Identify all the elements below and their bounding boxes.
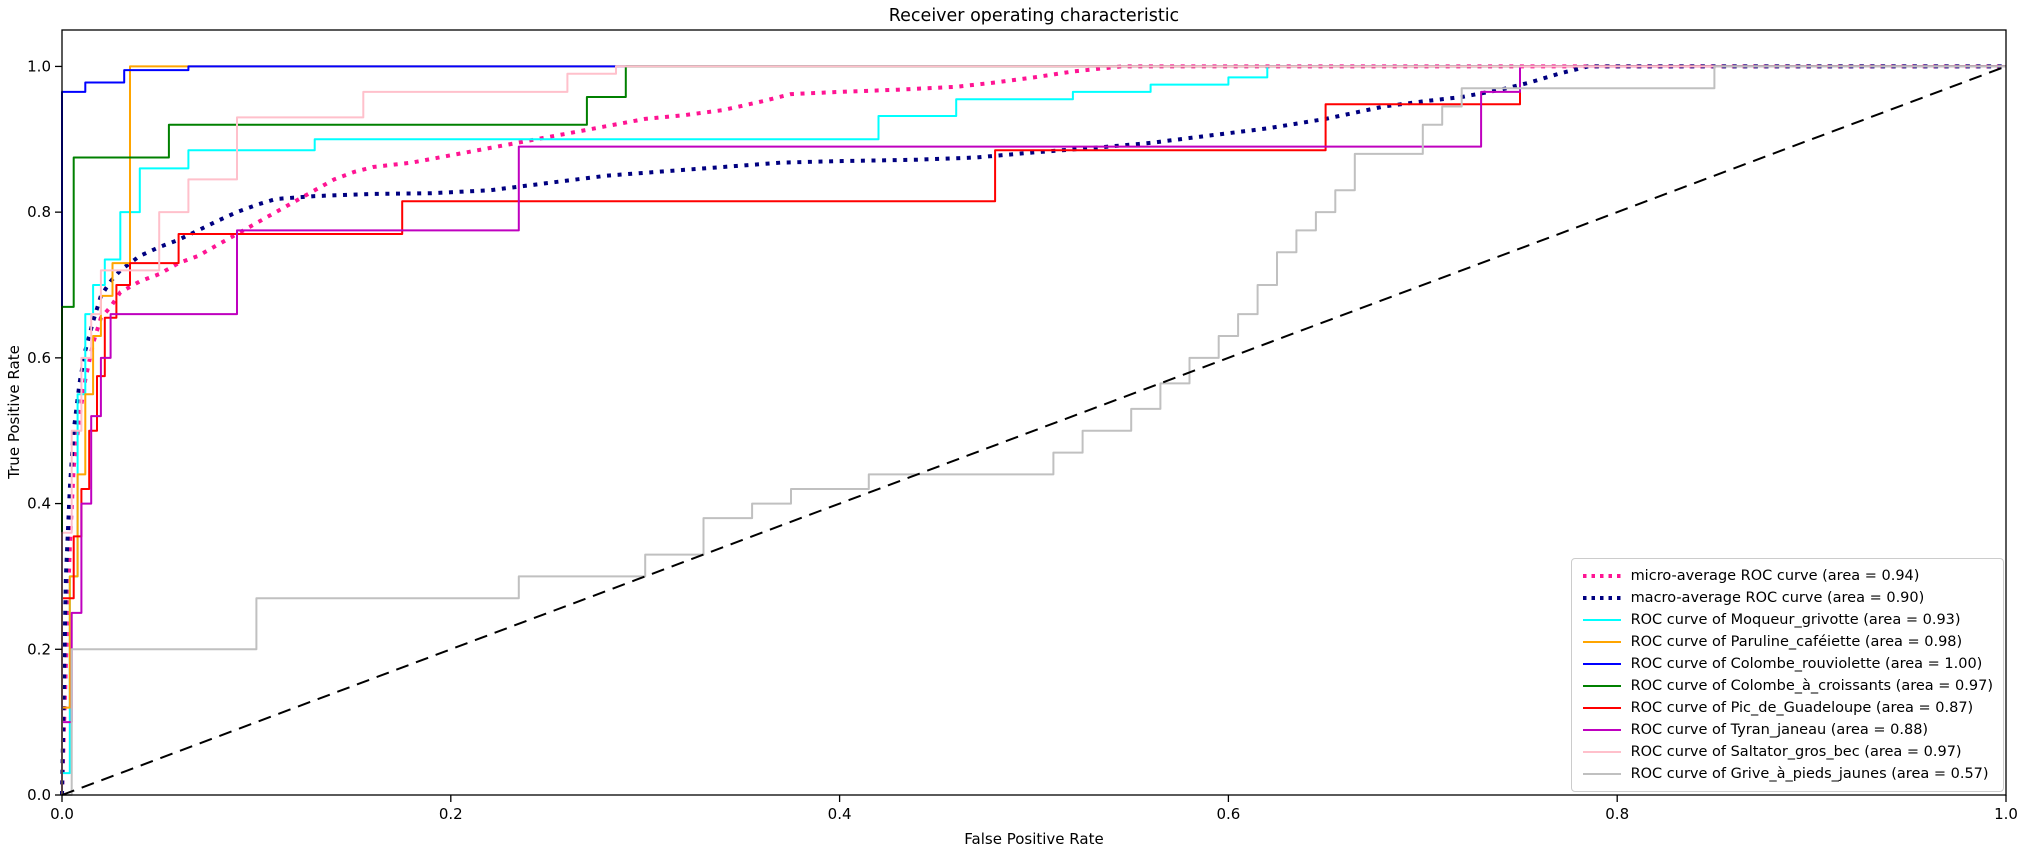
legend-entry: micro-average ROC curve (area = 0.94) [1582, 565, 1993, 587]
legend-line-sample [1582, 751, 1621, 753]
y-tick-label: 0.0 [27, 786, 51, 804]
series-micro-average [60, 64, 2006, 796]
x-tick-label: 0.2 [439, 805, 463, 823]
legend-entry: ROC curve of Moqueur_grivotte (area = 0.… [1582, 609, 1993, 631]
legend-label: ROC curve of Grive_à_pieds_jaunes (area … [1630, 766, 1989, 782]
x-tick-label: 1.0 [1994, 805, 2018, 823]
series-grive-a-pieds-jaunes [62, 65, 2006, 796]
legend-line-sample [1582, 685, 1621, 687]
legend-label: ROC curve of Colombe_à_croissants (area … [1630, 678, 1993, 694]
y-axis-label: True Positive Rate [5, 345, 23, 479]
legend: micro-average ROC curve (area = 0.94) mac… [1570, 558, 2004, 792]
legend-line-sample [1582, 707, 1621, 709]
legend-label: ROC curve of Paruline_caféiette (area = … [1630, 634, 1963, 650]
series-tyran-janeau [61, 65, 2006, 795]
x-tick-label: 0.6 [1216, 805, 1240, 823]
legend-line-sample [1582, 596, 1621, 600]
x-axis-label: False Positive Rate [964, 830, 1104, 848]
legend-entry: ROC curve of Pic_de_Guadeloupe (area = 0… [1582, 697, 1993, 719]
legend-label: ROC curve of Moqueur_grivotte (area = 0.… [1630, 612, 1961, 628]
legend-entry: ROC curve of Saltator_gros_bec (area = 0… [1582, 741, 1993, 763]
x-tick-label: 0.8 [1605, 805, 1629, 823]
series-moqueur-grivotte [61, 65, 2006, 795]
legend-entry: ROC curve of Colombe_à_croissants (area … [1582, 675, 1993, 697]
legend-label: ROC curve of Pic_de_Guadeloupe (area = 0… [1630, 700, 1974, 716]
legend-label: micro-average ROC curve (area = 0.94) [1630, 568, 1920, 584]
y-tick-label: 0.2 [27, 640, 51, 658]
legend-label: ROC curve of Tyran_janeau (area = 0.88) [1630, 722, 1929, 738]
legend-line-sample [1582, 641, 1621, 643]
legend-entry: ROC curve of Tyran_janeau (area = 0.88) [1582, 719, 1993, 741]
legend-entry: ROC curve of Colombe_rouviolette (area =… [1582, 653, 1993, 675]
legend-label: ROC curve of Saltator_gros_bec (area = 0… [1630, 744, 1962, 760]
legend-entry: ROC curve of Grive_à_pieds_jaunes (area … [1582, 763, 1993, 785]
chart-title: Receiver operating characteristic [888, 6, 1180, 26]
axes-frame [61, 29, 2007, 796]
y-tick-label: 0.8 [27, 203, 51, 221]
legend-line-sample [1582, 773, 1621, 775]
series-chance-diagonal [61, 65, 2007, 796]
legend-line-sample [1582, 729, 1621, 731]
y-tick-label: 1.0 [27, 57, 51, 75]
legend-entry: ROC curve of Paruline_caféiette (area = … [1582, 631, 1993, 653]
series-saltator-gros-bec [61, 65, 2006, 795]
legend-line-sample [1582, 619, 1621, 621]
legend-line-sample [1582, 574, 1621, 578]
legend-label: ROC curve of Colombe_rouviolette (area =… [1630, 656, 1983, 672]
legend-line-sample [1582, 663, 1621, 665]
x-tick-label: 0.0 [50, 805, 74, 823]
series-colombe-rouviolette [61, 65, 2006, 795]
y-tick-label: 0.4 [27, 495, 51, 513]
x-tick-label: 0.4 [828, 805, 852, 823]
legend-label: macro-average ROC curve (area = 0.90) [1630, 590, 1925, 606]
legend-entry: macro-average ROC curve (area = 0.90) [1582, 587, 1993, 609]
y-tick-label: 0.6 [27, 349, 51, 367]
